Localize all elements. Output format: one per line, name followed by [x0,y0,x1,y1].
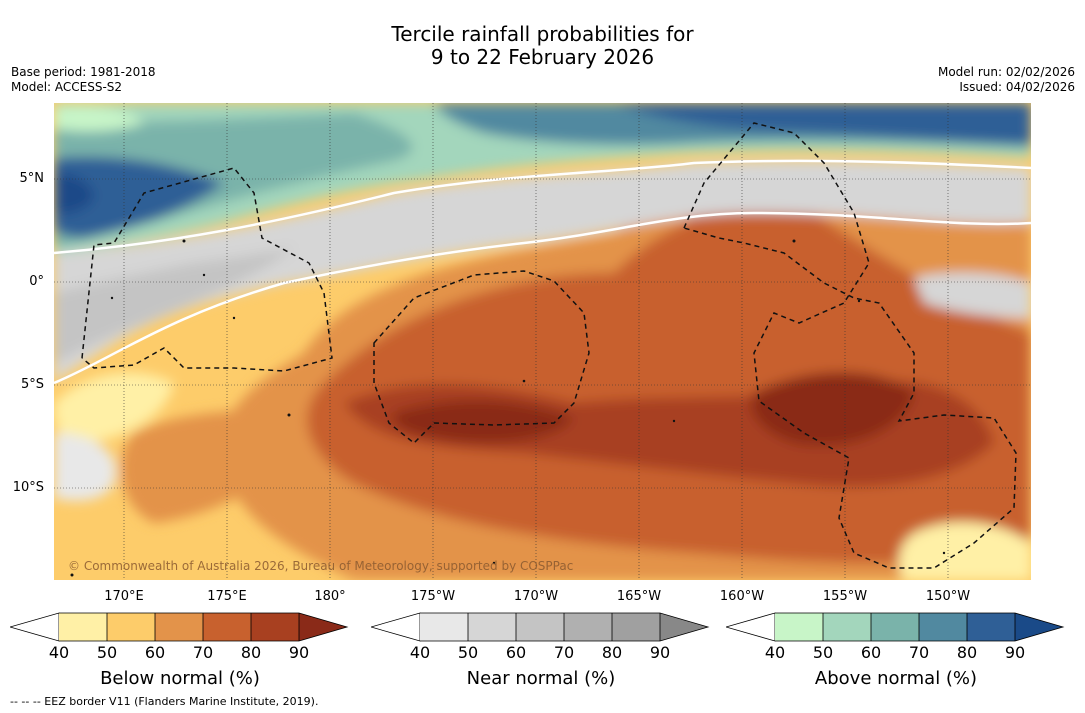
colorbar-swatch [107,613,155,641]
colorbar-extend-right [660,613,708,641]
colorbar-tick: 60 [144,643,166,662]
near-normal-contour-north [54,159,1031,255]
colorbar-tick: 40 [48,643,70,662]
lat-label: 5°N [19,171,45,186]
colorbar-tick: 80 [240,643,262,662]
eez-footnote: -- -- -- EEZ border V11 (Flanders Marine… [10,695,319,708]
base-period-label: Base period: 1981-2018 [11,65,156,79]
colorbar-tick: 70 [192,643,214,662]
colorbar-below-normal [10,612,349,642]
islands [70,239,946,577]
colorbar-swatch [564,613,612,641]
colorbar-tick: 80 [956,643,978,662]
colorbar-extend-left [371,612,421,642]
map-title-line1: Tercile rainfall probabilities for [391,22,694,46]
colorbar-extend-left [10,612,60,642]
colorbar-swatch [775,613,823,641]
colorbar-swatch [155,613,203,641]
colorbar-tick: 50 [457,643,479,662]
colorbar-tick: 70 [553,643,575,662]
copyright-text: © Commonwealth of Australia 2026, Bureau… [68,559,574,573]
issued-label: Issued: 04/02/2026 [959,80,1075,94]
colorbar-title-above: Above normal (%) [814,668,978,689]
colorbar-title-near: Near normal (%) [466,668,616,689]
colorbar-swatch [468,613,516,641]
colorbar-tick: 90 [649,643,671,662]
graticule [54,103,1031,580]
colorbar-tick: 80 [601,643,623,662]
colorbar-tick: 90 [1004,643,1026,662]
colorbar-tick: 70 [908,643,930,662]
lon-label: 180° [314,589,346,604]
near-normal-contour-south [54,211,1031,385]
lon-label: 160°W [719,589,765,604]
colorbar-swatch [516,613,564,641]
colorbar-tick: 50 [812,643,834,662]
meta-right: Model run: 02/02/2026 Issued: 04/02/2026 [938,65,1075,95]
colorbar-extend-right [1015,613,1063,641]
colorbar-swatch [967,613,1015,641]
colorbar-tick: 40 [764,643,786,662]
lat-label: 5°S [20,377,44,392]
colorbar-tick: 60 [860,643,882,662]
colorbar-extend-right [299,613,347,641]
lon-label: 170°E [104,589,144,604]
lon-label: 170°W [513,589,559,604]
map-title-line2: 9 to 22 February 2026 [430,45,655,69]
lat-label: 0° [29,274,44,289]
lon-label: 155°W [822,589,868,604]
colorbar-swatch [203,613,251,641]
colorbar-swatch [919,613,967,641]
colorbar-swatch [420,613,468,641]
colorbar-tick: 60 [505,643,527,662]
colorbar-tick: 90 [288,643,310,662]
lon-label: 175°W [410,589,456,604]
meta-left: Base period: 1981-2018 Model: ACCESS-S2 [11,65,156,95]
colorbar-extend-left [726,612,776,642]
colorbar-swatch [612,613,660,641]
colorbar-near-normal [371,612,710,642]
eez-borders [81,122,1017,569]
rainfall-probability-map [54,103,1031,580]
model-label: Model: ACCESS-S2 [11,80,123,94]
colorbar-swatch [59,613,107,641]
colorbar-tick: 40 [409,643,431,662]
colorbar-swatch [251,613,299,641]
lon-label: 175°E [207,589,247,604]
colorbar-above-normal [726,612,1065,642]
map-fields [54,103,1031,580]
colorbar-title-below: Below normal (%) [100,668,260,689]
colorbar-swatch [871,613,919,641]
lon-label: 165°W [616,589,662,604]
colorbar-swatch [823,613,871,641]
lon-label: 150°W [925,589,971,604]
colorbar-tick: 50 [96,643,118,662]
lat-label: 10°S [12,480,44,495]
model-run-label: Model run: 02/02/2026 [937,65,1075,79]
